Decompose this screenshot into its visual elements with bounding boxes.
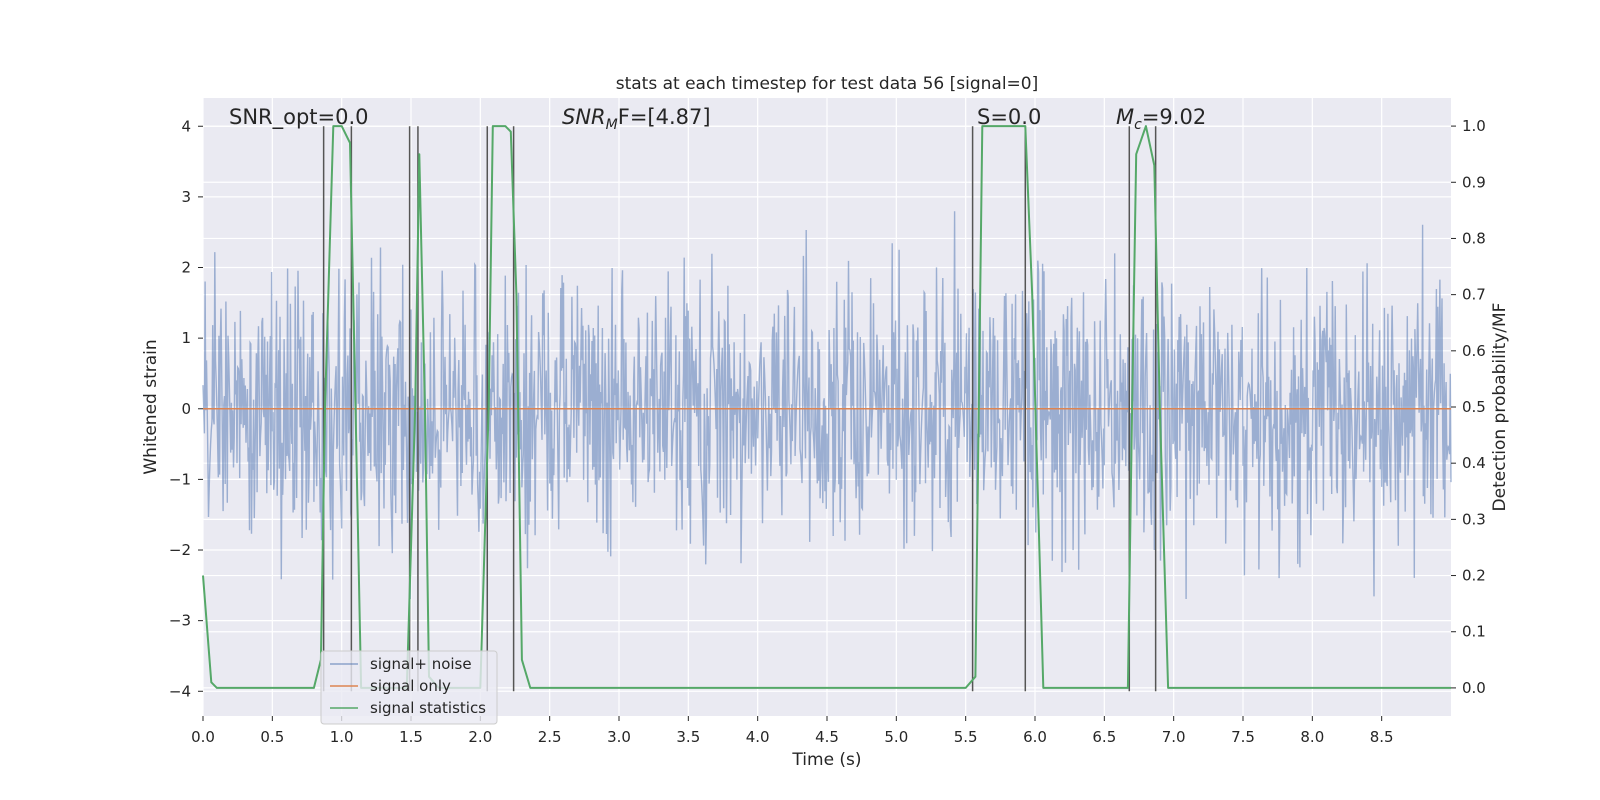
y2-tick-label: 0.6: [1462, 342, 1486, 360]
x-tick-label: 0.5: [260, 728, 284, 746]
x-tick-label: 0.0: [191, 728, 215, 746]
snr-mf-rest: F=[4.87]: [618, 105, 711, 129]
s-annotation: S=0.0: [977, 105, 1041, 129]
x-tick-label: 5.5: [954, 728, 978, 746]
legend: signal+ noise signal only signal statist…: [320, 650, 498, 725]
y2-tick-label: 0.7: [1462, 286, 1486, 304]
x-tick-label: 6.5: [1092, 728, 1116, 746]
x-tick-label: 2.0: [468, 728, 492, 746]
y-tick-label: −1: [169, 470, 191, 488]
mc-main: M: [1116, 105, 1134, 129]
y2-tick-label: 0.4: [1462, 454, 1486, 472]
y2-tick-label: 0.5: [1462, 398, 1486, 416]
y-tick-label: −4: [169, 682, 191, 700]
y-tick-label: 0: [181, 400, 191, 418]
y2-tick-label: 0.8: [1462, 229, 1486, 247]
y-tick-label: −2: [169, 541, 191, 559]
y-axis-label: Whitened strain: [141, 339, 161, 474]
signal-statistics-line: [202, 125, 1451, 689]
x-tick-label: 7.0: [1162, 728, 1186, 746]
y-tick-label: 4: [181, 117, 191, 135]
legend-label-signal-noise: signal+ noise: [370, 655, 472, 673]
x-tick-label: 2.5: [538, 728, 562, 746]
chart-title: stats at each timestep for test data 56 …: [616, 74, 1039, 94]
x-tick-label: 1.5: [399, 728, 423, 746]
x-tick-label: 8.5: [1370, 728, 1394, 746]
y-tick-label: −3: [169, 612, 191, 630]
x-tick-label: 8.0: [1300, 728, 1324, 746]
y2-axis-ticks: 1.0 0.9 0.8 0.7 0.6 0.5 0.4 0.3 0.2 0.1 0.0: [1451, 117, 1486, 697]
y2-axis-label: Detection probability/MF: [1490, 303, 1510, 512]
x-axis-ticks: 0.0 0.5 1.0 1.5 2.0 2.5 3.0 3.5 4.0 4.5 5.0 5.5 6.0 6…: [191, 716, 1394, 746]
x-tick-label: 4.0: [746, 728, 770, 746]
y2-tick-label: 0.1: [1462, 623, 1486, 641]
x-tick-label: 6.0: [1023, 728, 1047, 746]
legend-box: [320, 650, 498, 725]
y-tick-label: 3: [181, 188, 191, 206]
signal-noise-series: [202, 211, 1452, 600]
y2-tick-label: 0.3: [1462, 510, 1486, 528]
x-axis-label: Time (s): [791, 750, 861, 770]
y2-tick-label: 0.9: [1462, 173, 1486, 191]
y-tick-label: 2: [181, 259, 191, 277]
y-tick-label: 1: [181, 329, 191, 347]
snr-opt-annotation: SNR_opt=0.0: [229, 105, 369, 130]
gridlines: [202, 98, 1451, 716]
y-axis-ticks: 4 3 2 1 0 −1 −2 −3 −4: [169, 117, 203, 700]
legend-label-signal-only: signal only: [370, 677, 451, 695]
x-tick-label: 1.0: [330, 728, 354, 746]
x-tick-label: 3.0: [607, 728, 631, 746]
x-tick-label: 5.0: [884, 728, 908, 746]
snr-mf-sub: M: [606, 117, 618, 133]
legend-label-signal-statistics: signal statistics: [370, 699, 486, 717]
signal-statistics-series: [202, 125, 1451, 689]
y2-tick-label: 0.0: [1462, 679, 1486, 697]
mc-sub: c: [1134, 117, 1142, 133]
y2-tick-label: 1.0: [1462, 117, 1486, 135]
x-tick-label: 3.5: [676, 728, 700, 746]
snr-mf-main: SNR: [562, 105, 606, 129]
snr-mf-annotation: SNRMF=[4.87]: [562, 105, 711, 133]
mc-rest: =9.02: [1142, 105, 1206, 129]
x-tick-label: 7.5: [1231, 728, 1255, 746]
y2-tick-label: 0.2: [1462, 567, 1486, 585]
x-tick-label: 4.5: [815, 728, 839, 746]
mc-annotation: Mc=9.02: [1116, 105, 1206, 133]
signal-noise-line: [202, 211, 1452, 600]
